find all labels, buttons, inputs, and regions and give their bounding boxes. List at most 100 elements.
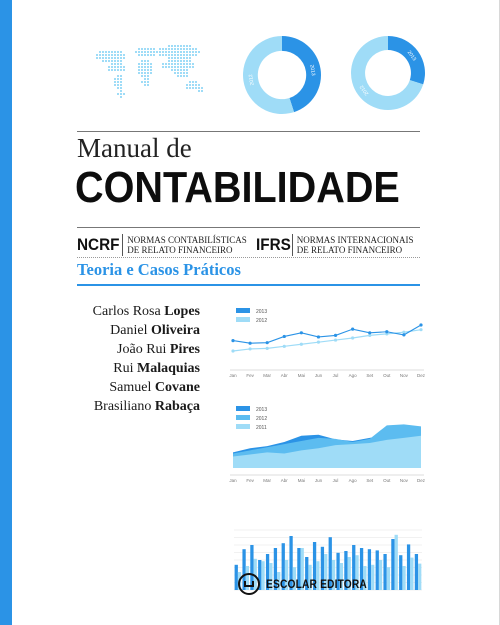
data-point (265, 346, 269, 350)
bar-dark (297, 548, 301, 590)
map-dot (198, 51, 200, 53)
map-dot (183, 54, 185, 56)
map-dot (168, 48, 170, 50)
map-dot (198, 84, 200, 86)
standard-divider (122, 234, 124, 256)
data-point (419, 323, 423, 327)
map-dot (174, 57, 176, 59)
map-dot (159, 51, 161, 53)
x-tick-label: Jan (229, 373, 237, 378)
bar-dark (312, 542, 317, 590)
map-dot (150, 63, 152, 65)
standard-divider (291, 234, 293, 256)
bar-dark (406, 544, 411, 590)
map-dot (120, 66, 122, 68)
map-dot (189, 63, 191, 65)
map-dot (150, 72, 152, 74)
map-dot (108, 54, 110, 56)
data-point (402, 333, 406, 337)
map-dot (192, 48, 194, 50)
standard-line1: Normas internacionais (296, 235, 414, 245)
map-dot (120, 78, 122, 80)
map-dot (171, 45, 173, 47)
map-dot (96, 57, 98, 59)
map-dot (186, 69, 188, 71)
x-tick-label: Ago (349, 373, 358, 378)
bar-light (261, 561, 265, 590)
map-dot (114, 66, 116, 68)
bar-dark (250, 545, 254, 590)
map-dot (156, 51, 158, 53)
map-dot (144, 72, 146, 74)
map-dot (189, 48, 191, 50)
map-dot (105, 60, 107, 62)
map-dot (150, 66, 152, 68)
map-dot (177, 57, 179, 59)
series-line (232, 329, 422, 352)
donut-label: 2013 (406, 50, 418, 63)
x-tick-label: Dez (417, 478, 426, 483)
donut-chart-2013-2012-right: 2013 2012 (351, 36, 425, 110)
x-tick-label: Jun (315, 373, 323, 378)
map-dot (162, 63, 164, 65)
map-dot (192, 84, 194, 86)
bar-light (339, 563, 344, 590)
map-dot (99, 51, 101, 53)
data-point (316, 340, 321, 344)
bar-light (308, 564, 312, 590)
bar-light (269, 563, 273, 590)
map-dot (120, 81, 122, 83)
x-tick-label: Jul (333, 478, 339, 483)
map-dot (117, 66, 119, 68)
legend-label: 2013 (256, 309, 267, 315)
bar-light (355, 555, 359, 590)
map-dot (192, 81, 194, 83)
map-dot (168, 57, 170, 59)
data-point (351, 336, 355, 340)
map-dot (114, 81, 116, 83)
map-dot (141, 51, 143, 53)
map-dot (177, 66, 179, 68)
map-dot (144, 60, 146, 62)
map-dot (180, 63, 182, 65)
map-dot (186, 75, 188, 77)
map-dot (186, 87, 188, 89)
map-dot (189, 66, 191, 68)
bar-light (277, 572, 281, 590)
map-dot (162, 48, 164, 50)
publisher-emblem-icon (238, 573, 260, 595)
map-dot (144, 81, 146, 83)
map-dot (180, 57, 182, 59)
map-dot (138, 48, 140, 50)
map-dot (147, 75, 149, 77)
map-dot (198, 87, 200, 89)
map-dot (147, 81, 149, 83)
map-dot (141, 81, 143, 83)
map-dot (108, 66, 110, 68)
bar-dark (352, 545, 356, 590)
map-dot (120, 69, 122, 71)
map-dot (147, 63, 149, 65)
map-dot (177, 72, 179, 74)
map-dot (138, 51, 140, 53)
standard-line2: de relato financeiro (296, 245, 403, 255)
bar-light (284, 560, 289, 590)
map-dot (111, 57, 113, 59)
map-dot (171, 63, 173, 65)
map-dot (102, 54, 104, 56)
map-dot (150, 54, 152, 56)
bar-dark (359, 548, 364, 590)
bar-chart (234, 529, 422, 591)
top-rule (77, 131, 420, 132)
bar-light (402, 566, 406, 590)
map-dot (114, 84, 116, 86)
bar-dark (336, 552, 340, 590)
map-dot (120, 60, 122, 62)
data-point (419, 328, 423, 332)
map-dot (165, 48, 167, 50)
series-area (233, 435, 421, 468)
data-point (333, 333, 338, 337)
map-dot (177, 48, 179, 50)
map-dot (150, 48, 152, 50)
map-dot (138, 72, 140, 74)
